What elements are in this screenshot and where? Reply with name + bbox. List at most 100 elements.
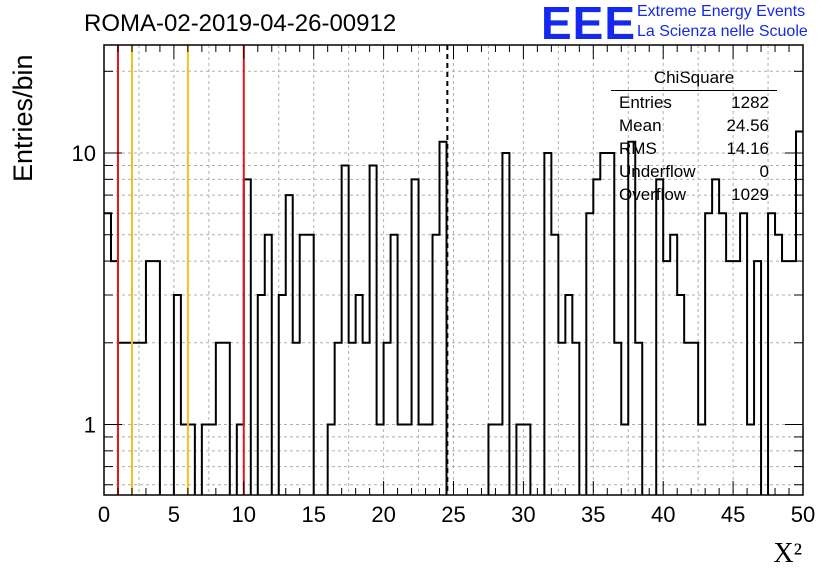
- stats-value: 14.16: [726, 139, 769, 158]
- histogram-bin: [153, 261, 160, 495]
- histogram-bin: [104, 213, 111, 495]
- histogram-bin: [405, 425, 412, 495]
- histogram-bin: [775, 235, 782, 495]
- stats-value: 1029: [731, 185, 769, 204]
- histogram-bin: [258, 295, 265, 495]
- histogram-bin: [223, 343, 230, 495]
- histogram-bin: [433, 235, 440, 495]
- stats-label: Entries: [619, 93, 672, 112]
- histogram-bin: [635, 343, 642, 495]
- histogram-bin: [565, 295, 572, 495]
- x-tick-label: 40: [651, 502, 675, 527]
- histogram-bin: [146, 261, 153, 495]
- histogram-bin: [237, 425, 244, 495]
- histogram-bin: [426, 425, 433, 495]
- histogram-bin: [139, 343, 146, 495]
- histogram-bin: [593, 179, 600, 495]
- stats-value: 0: [759, 162, 769, 181]
- histogram-bin: [286, 195, 293, 495]
- y-tick-label: 10: [72, 141, 96, 166]
- y-axis-label: Entries/bin: [8, 54, 38, 182]
- histogram-bin: [551, 235, 558, 495]
- histogram-bin: [202, 425, 209, 495]
- x-tick-label: 15: [301, 502, 325, 527]
- histogram-bin: [516, 425, 523, 495]
- histogram-bin: [677, 295, 684, 495]
- histogram-bin: [495, 425, 502, 495]
- histogram-bin: [307, 235, 314, 495]
- stats-box: ChiSquare Entries 1282 Mean 24.56 RMS 14…: [611, 67, 777, 206]
- histogram-bin: [391, 235, 398, 495]
- histogram-bin: [335, 343, 342, 495]
- histogram-bin: [586, 213, 593, 495]
- histogram-bin: [370, 165, 377, 495]
- histogram-bin: [363, 343, 370, 495]
- chart-title: ROMA-02-2019-04-26-00912: [84, 10, 397, 37]
- x-tick-label: 50: [791, 502, 815, 527]
- histogram-bin: [265, 235, 272, 495]
- stats-title: ChiSquare: [611, 67, 777, 91]
- histogram-bin: [621, 425, 628, 495]
- histogram-bin: [691, 343, 698, 495]
- histogram-bin: [782, 261, 789, 495]
- stats-row-rms: RMS 14.16: [611, 137, 777, 160]
- x-tick-label: 35: [581, 502, 605, 527]
- y-tick-label: 1: [84, 413, 96, 438]
- logo-line-2: La Scienza nelle Scuole: [637, 23, 808, 40]
- histogram-bin: [670, 235, 677, 495]
- histogram-bin: [656, 179, 663, 495]
- histogram-bin: [279, 295, 286, 495]
- stats-value: 24.56: [726, 116, 769, 135]
- histogram-bin: [244, 179, 251, 495]
- histogram-bins: [104, 130, 803, 495]
- histogram-bin: [719, 213, 726, 495]
- histogram-bin: [796, 132, 803, 495]
- stats-label: Mean: [619, 116, 662, 135]
- stats-row-overflow: Overflow 1029: [611, 183, 777, 206]
- histogram-bin: [754, 261, 761, 495]
- stats-label: Overflow: [619, 185, 687, 204]
- histogram-bin: [740, 213, 747, 495]
- stats-label: Underflow: [619, 162, 696, 181]
- histogram-bin: [614, 343, 621, 495]
- histogram-bin: [216, 343, 223, 495]
- histogram-bin: [419, 425, 426, 495]
- histogram-bin: [349, 343, 356, 495]
- histogram-bin: [111, 261, 118, 495]
- stats-row-mean: Mean 24.56: [611, 114, 777, 137]
- histogram-bin: [132, 343, 139, 495]
- x-tick-label: 45: [721, 502, 745, 527]
- eee-logo: EEE: [541, 0, 637, 49]
- histogram-bin: [572, 343, 579, 495]
- stats-label: RMS: [619, 139, 657, 158]
- stats-value: 1282: [731, 93, 769, 112]
- histogram-bin: [523, 425, 530, 495]
- histogram-bin: [733, 261, 740, 495]
- histogram-bin: [663, 261, 670, 495]
- histogram-bin: [209, 425, 216, 495]
- histogram-bin: [768, 213, 775, 495]
- histogram-bin: [726, 261, 733, 495]
- histogram-bin: [412, 179, 419, 495]
- histogram-bin: [181, 425, 188, 495]
- histogram-bin: [384, 343, 391, 495]
- histogram-bin: [684, 343, 691, 495]
- x-tick-label: 10: [232, 502, 256, 527]
- histogram-bin: [544, 153, 551, 495]
- histogram-bin: [747, 425, 754, 495]
- x-tick-label: 20: [371, 502, 395, 527]
- x-tick-label: 5: [168, 502, 180, 527]
- histogram-bin: [125, 343, 132, 495]
- histogram-bin: [558, 343, 565, 495]
- stats-row-entries: Entries 1282: [611, 91, 777, 114]
- histogram-bin: [712, 179, 719, 495]
- histogram-bin: [398, 425, 405, 495]
- x-axis-label: X²: [773, 538, 802, 569]
- histogram-bin: [600, 153, 607, 495]
- histogram-bin: [342, 165, 349, 495]
- histogram-bin: [356, 295, 363, 495]
- histogram-bin: [188, 425, 195, 495]
- histogram-bin: [174, 295, 181, 495]
- histogram-bin: [300, 235, 307, 495]
- histogram-bin: [293, 343, 300, 495]
